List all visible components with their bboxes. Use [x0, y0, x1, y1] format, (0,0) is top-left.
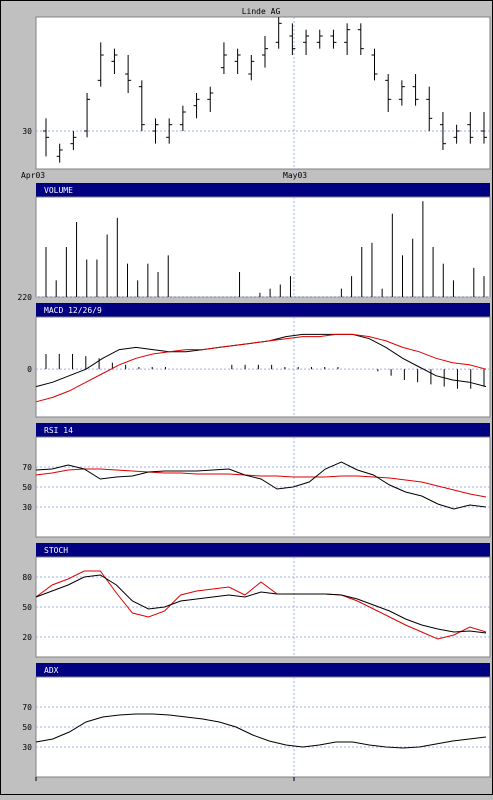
- rsi-plot-area: [35, 436, 491, 538]
- macd-header-bar: [36, 303, 490, 317]
- macd-ytick-label: 0: [27, 365, 32, 374]
- price-ytick-label: 30: [22, 127, 32, 136]
- macd-plot-area: [35, 316, 491, 418]
- rsi-header-bar: [36, 423, 490, 437]
- macd-header-label: MACD 12/26/9: [44, 306, 102, 315]
- volume-header-bar: [36, 183, 490, 197]
- volume-plot-area: [35, 196, 491, 298]
- stoch-ytick-label: 80: [22, 573, 32, 582]
- adx-line: [35, 713, 487, 749]
- macd-signal-line: [35, 333, 487, 403]
- stoch-header-bar: [36, 543, 490, 557]
- rsi-ytick-label: 30: [22, 503, 32, 512]
- adx-ytick-label: 50: [22, 723, 32, 732]
- adx-ytick-label: 70: [22, 703, 32, 712]
- stoch-header-label: STOCH: [44, 546, 68, 555]
- rsi-header-label: RSI 14: [44, 426, 73, 435]
- adx-header-label: ADX: [44, 666, 59, 675]
- stoch-ytick-label: 50: [22, 603, 32, 612]
- stoch-plot-area: [35, 556, 491, 658]
- price-plot-area: [35, 16, 491, 170]
- volume-ytick-label: 220: [18, 293, 33, 302]
- volume-header-label: VOLUME: [44, 186, 73, 195]
- rsi-signal-line: [35, 468, 487, 498]
- rsi-ytick-label: 50: [22, 483, 32, 492]
- stoch-ytick-label: 20: [22, 633, 32, 642]
- stoch-k-line: [35, 570, 487, 640]
- adx-plot-area: [35, 676, 491, 778]
- adx-header-bar: [36, 663, 490, 677]
- rsi-ytick-label: 70: [22, 463, 32, 472]
- stoch-d-line: [35, 574, 487, 634]
- rsi-line: [35, 461, 487, 510]
- adx-ytick-label: 30: [22, 743, 32, 752]
- chart-title: Linde AG: [242, 7, 281, 16]
- x-tick-label: May03: [283, 171, 307, 180]
- x-tick-label: Apr03: [21, 171, 45, 180]
